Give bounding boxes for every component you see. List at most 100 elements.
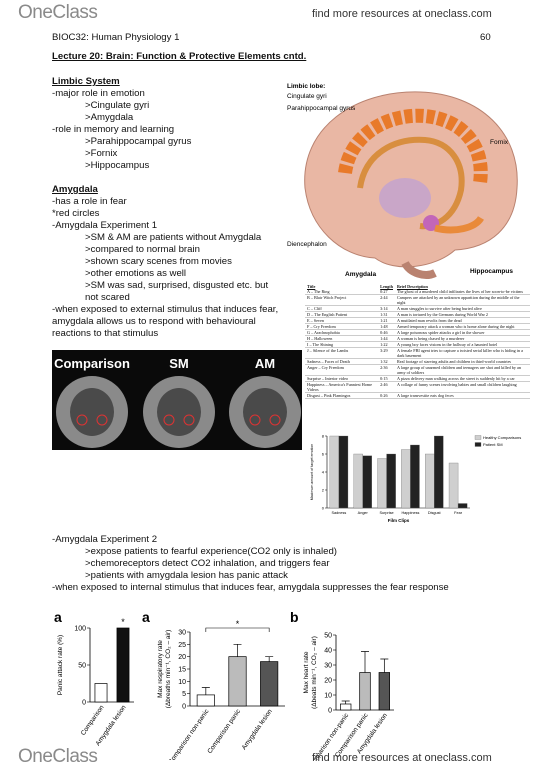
table-cell: 1:22 [378,341,395,348]
y-tick-label: 30 [178,630,186,637]
y-tick-label: 40 [324,648,332,655]
y-axis-label: Max heart rate [303,651,310,693]
table-cell: Real footage of starving adults and chil… [394,358,530,365]
table-cell: A man is tortured by the Germans during … [394,311,530,318]
table-cell: A mutilated man revolts from the dead [394,317,530,324]
table-cell: A large group of unarmed children and te… [394,364,530,376]
table-row: F – Cry Freedom 1:48 Armed temporary attac… [305,323,530,330]
table-cell: A large poisonous spider attacks a girl … [394,329,530,336]
panel-letter: b [290,610,299,625]
bar [338,435,349,509]
y-tick-label: 20 [178,654,186,661]
table-row: D – The English Patient 1:31 A man is tort… [305,311,530,318]
text-line: >Fornix [85,148,118,159]
y-tick-label: 6 [322,452,325,457]
text-line: >chemoreceptors detect CO2 inhalation, a… [85,558,330,569]
y-tick-label: 8 [322,434,325,439]
y-tick-label: 2 [322,488,325,493]
header-link[interactable]: find more resources at oneclass.com [312,8,492,20]
red-circle [96,414,108,426]
table-cell: A woman is being chased by a murderer [394,335,530,342]
text-line: >Parahippocampal gyrus [85,136,192,147]
table-cell: H – Halloween [305,335,379,342]
text-line: *red circles [52,208,100,219]
mri-figure: Comparison SM AM [52,350,302,450]
table-cell: 1:48 [378,323,395,330]
table-cell: J – Silence of the Lambs [305,347,379,359]
course: BIOC32: Human Physiology 1 [52,32,180,43]
text-line: reactions to that stimulus [52,328,159,339]
text-line: >other emotions as well [85,268,187,279]
y-tick-label: 5 [182,691,186,698]
table-row: Anger – Cry Freedom 2:36 A large group of … [305,364,530,376]
film-table: Title Length Brief Description A – The Ring… [305,284,530,399]
y-tick-label: 15 [178,667,186,674]
table-row: E – Seven 1:21 A mutilated man revolts fro… [305,317,530,324]
table-cell: 1:44 [378,335,395,342]
brainstem [401,260,437,279]
figure-label: Fornix [490,139,509,146]
table-cell: Anger – Cry Freedom [305,364,379,376]
text-line: -Amygdala Experiment 2 [52,534,158,545]
bar [378,672,391,711]
annotation: * [236,619,240,629]
figure-label: Amygdala [345,271,376,278]
text-line: amygdala allows us to respond with behav… [52,316,256,327]
table-cell: D – The English Patient [305,311,379,318]
table-row: Disgust – Pink Flamingos 0:26 A large tran… [305,392,530,399]
table-cell: C – Cliff [305,305,379,312]
bar [410,444,420,509]
table-cell: B – Blair Witch Project [305,294,379,306]
red-circle [269,414,281,426]
x-tick-label: Surprise [380,511,394,515]
bar [116,627,130,703]
bar [196,694,215,707]
page-number: 60 [480,32,491,43]
text-line: >SM & AM are patients without Amygdala [85,232,262,243]
cingulate-gyrus [338,108,488,184]
logo[interactable]: OneClass [18,2,98,23]
table-cell: 3:29 [378,347,395,359]
y-tick-label: 20 [324,678,332,685]
y-tick-label: 0 [322,506,325,511]
figure-label: Parahippocampal gyrus [287,105,356,112]
y-tick-label: 0 [328,708,332,715]
figure-label: Limbic lobe: [287,83,325,90]
x-axis-label: Film Clips [388,518,410,523]
annotation: * [121,617,125,627]
table-header: Title Length Brief Description [305,284,530,289]
logo[interactable]: OneClass [18,746,98,767]
column-header: Brief Description [396,284,428,289]
table-cell: 1:21 [378,317,395,324]
figure-label: Hippocampus [470,268,513,275]
table-cell: Disgust – Pink Flamingos [305,392,379,399]
y-axis-label: Panic attack rate (%) [57,635,64,695]
figure-label: Diencephalon [287,241,327,248]
x-tick-label: Sadness [332,511,347,515]
text-line: >SM was sad, surprised, disgusted etc. b… [85,280,269,291]
text-line: >compared to normal brain [85,244,200,255]
figure-label: Cingulate gyri [287,93,327,100]
y-tick-label: 0 [182,704,186,711]
x-tick-label: Disgust [428,511,442,515]
y-axis-label: (Δbeats min⁻¹, CO₂ – air) [311,636,318,709]
table-cell: Armed temporary attack a woman who is ho… [394,323,530,330]
bar [94,683,108,703]
text-line: -when exposed to internal stimulus that … [52,582,449,593]
error-bar [265,656,274,662]
bar [425,453,435,509]
table-row: J – Silence of the Lambs 3:29 A female FBI… [305,347,530,359]
y-tick-label: 10 [178,679,186,686]
table-row: Sadness – Faces of Death 1:32 Real footage… [305,358,530,365]
bar [386,453,396,509]
red-circle [76,414,88,426]
x-tick-label: Comparison non-panic [167,708,211,760]
y-axis-label: (Δbreaths min⁻¹, CO₂ – air) [165,630,172,709]
bar [434,435,444,509]
y-tick-label: 50 [78,663,86,670]
footer-link[interactable]: find more resources at oneclass.com [312,752,492,764]
x-tick-label: Anger [358,511,369,515]
panic-chart: a 0 5 10 15 20 25 30 Max respiratory rate (Δbreat… [142,610,285,760]
column-header: Title [307,284,316,289]
